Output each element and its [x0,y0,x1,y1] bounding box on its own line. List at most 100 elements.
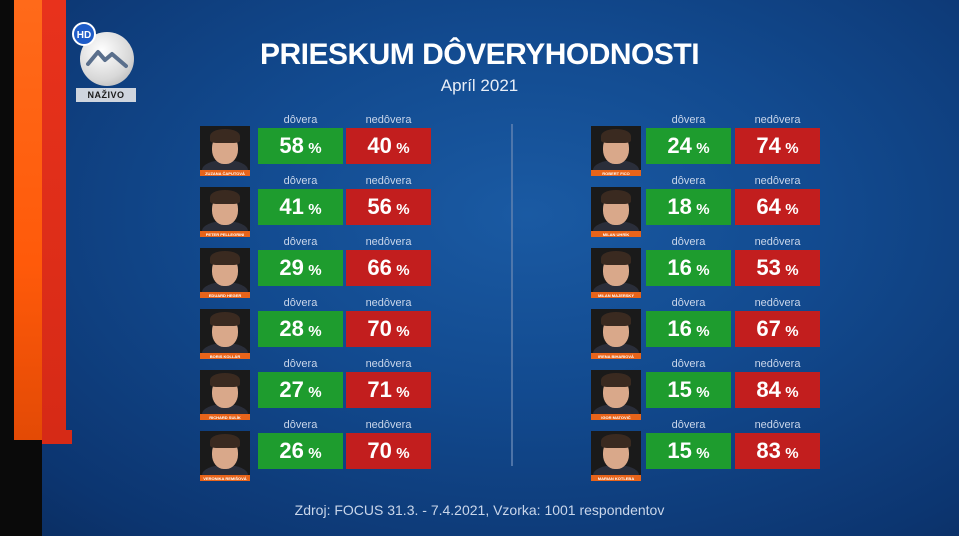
trust-label: dôvera [283,297,318,309]
trust-label: dôvera [283,114,318,126]
percent-sign: % [785,262,799,279]
candidate-photo: ROBERT FICO [591,126,641,176]
distrust-label: nedôvera [365,175,412,187]
candidate-photo: VERONIKA REMIŠOVÁ [200,431,250,481]
percent-sign: % [785,323,799,340]
candidate-row: ZUZANA ČAPUTOVÁ dôvera nedôvera 58 % 40 % [200,114,436,182]
distrust-percent-value: 83 [756,438,781,463]
distrust-label: nedôvera [754,236,801,248]
candidate-row: MILAN UHRÍK dôvera nedôvera 18 % 64 % [591,175,825,243]
distrust-value-box: 67 % [735,311,820,347]
percent-sign: % [396,445,410,462]
trust-value-box: 16 % [646,311,731,347]
percent-sign: % [696,384,710,401]
trust-label: dôvera [671,175,706,187]
candidate-photo: EDUARD HEGER [200,248,250,298]
left-edge-bar [0,0,14,536]
trust-label: dôvera [671,297,706,309]
trust-percent-value: 24 [667,133,692,158]
percent-sign: % [396,384,410,401]
candidate-name: MILAN UHRÍK [591,231,641,237]
trust-label: dôvera [283,358,318,370]
trust-value-box: 15 % [646,433,731,469]
trust-percent-value: 26 [279,438,304,463]
candidate-name: PETER PELLEGRINI [200,231,250,237]
distrust-label: nedôvera [365,236,412,248]
candidate-name: VERONIKA REMIŠOVÁ [200,475,250,481]
trust-percent-value: 18 [667,194,692,219]
trust-value-box: 58 % [258,128,343,164]
distrust-percent-value: 66 [367,255,392,280]
percent-sign: % [785,384,799,401]
trust-label: dôvera [671,114,706,126]
percent-sign: % [785,201,799,218]
candidate-photo: MILAN MAJERSKÝ [591,248,641,298]
candidate-row: VERONIKA REMIŠOVÁ dôvera nedôvera 26 % 70 % [200,419,436,487]
trust-value-box: 16 % [646,250,731,286]
candidate-row: BORIS KOLLÁR dôvera nedôvera 28 % 70 % [200,297,436,365]
distrust-label: nedôvera [365,358,412,370]
trust-label: dôvera [671,358,706,370]
orange-side-bar [14,0,42,440]
candidate-row: MARIAN KOTLEBA dôvera nedôvera 15 % 83 % [591,419,825,487]
trust-value-box: 28 % [258,311,343,347]
trust-percent-value: 16 [667,255,692,280]
channel-logo: HD NAŽIVO [72,22,138,102]
source-note: Zdroj: FOCUS 31.3. - 7.4.2021, Vzorka: 1… [294,502,665,518]
percent-sign: % [396,140,410,157]
trust-percent-value: 58 [279,133,304,158]
percent-sign: % [308,140,322,157]
trust-value-box: 18 % [646,189,731,225]
percent-sign: % [308,262,322,279]
distrust-percent-value: 56 [367,194,392,219]
percent-sign: % [696,140,710,157]
page-title: PRIESKUM DÔVERYHODNOSTI [259,38,700,71]
distrust-percent-value: 70 [367,316,392,341]
trust-percent-value: 16 [667,316,692,341]
candidate-name: ROBERT FICO [591,170,641,176]
distrust-percent-value: 40 [367,133,392,158]
page-subtitle: Apríl 2021 [440,76,519,95]
distrust-label: nedôvera [365,114,412,126]
distrust-label: nedôvera [754,114,801,126]
trust-value-box: 15 % [646,372,731,408]
candidate-name: MILAN MAJERSKÝ [591,292,641,298]
trust-label: dôvera [283,419,318,431]
candidate-photo: ZUZANA ČAPUTOVÁ [200,126,250,176]
trust-value-box: 29 % [258,250,343,286]
trust-label: dôvera [671,236,706,248]
distrust-percent-value: 74 [756,133,781,158]
candidate-photo: MARIAN KOTLEBA [591,431,641,481]
live-label: NAŽIVO [76,88,136,102]
trust-percent-value: 15 [667,377,692,402]
distrust-label: nedôvera [365,297,412,309]
percent-sign: % [696,445,710,462]
distrust-value-box: 53 % [735,250,820,286]
percent-sign: % [696,201,710,218]
distrust-value-box: 40 % [346,128,431,164]
candidate-photo: BORIS KOLLÁR [200,309,250,359]
candidate-name: EDUARD HEGER [200,292,250,298]
column-divider [511,124,513,466]
distrust-value-box: 70 % [346,433,431,469]
trust-label: dôvera [671,419,706,431]
distrust-percent-value: 53 [756,255,781,280]
distrust-percent-value: 84 [756,377,781,402]
percent-sign: % [396,201,410,218]
percent-sign: % [308,323,322,340]
distrust-value-box: 56 % [346,189,431,225]
candidate-photo: IGOR MATOVIČ [591,370,641,420]
distrust-percent-value: 64 [756,194,781,219]
candidate-name: MARIAN KOTLEBA [591,475,641,481]
distrust-value-box: 84 % [735,372,820,408]
percent-sign: % [396,323,410,340]
distrust-value-box: 70 % [346,311,431,347]
candidate-name: IRENA BIHARIOVÁ [591,353,641,359]
percent-sign: % [308,384,322,401]
trust-percent-value: 29 [279,255,304,280]
trust-percent-value: 15 [667,438,692,463]
trust-label: dôvera [283,175,318,187]
candidate-photo: RICHARD SULÍK [200,370,250,420]
candidate-row: IRENA BIHARIOVÁ dôvera nedôvera 16 % 67 % [591,297,825,365]
trust-value-box: 24 % [646,128,731,164]
